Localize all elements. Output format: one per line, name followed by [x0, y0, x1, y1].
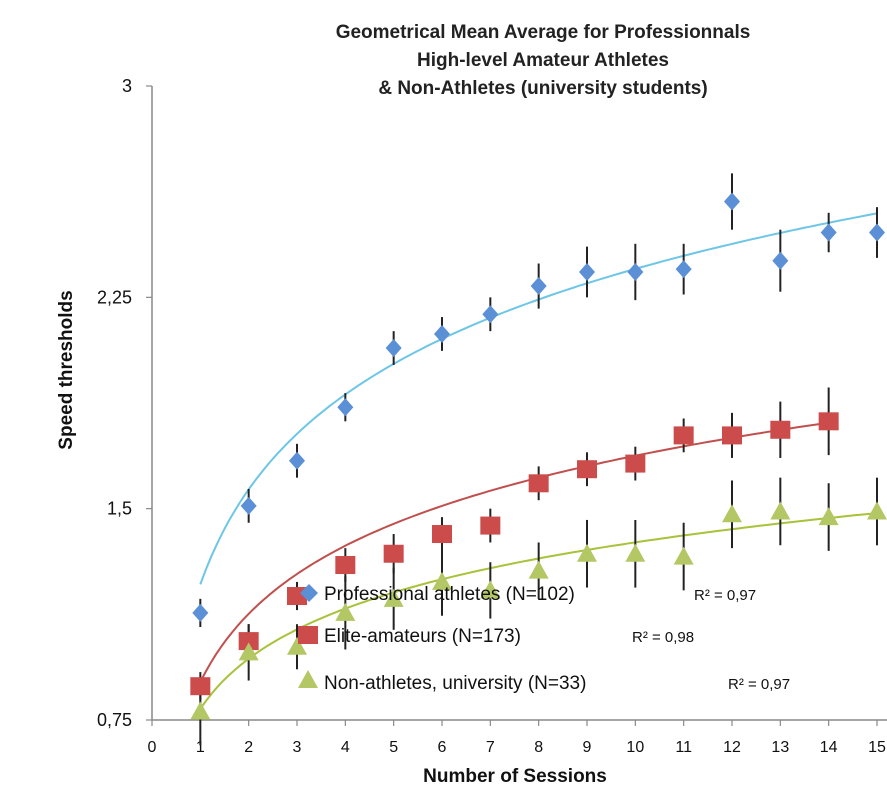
x-tick-label: 0	[148, 739, 157, 756]
legend-r2-nonathletes: R² = 0,97	[728, 676, 790, 693]
data-point-diamond	[337, 398, 354, 417]
chart-title-line-2: High-level Amateur Athletes	[417, 50, 669, 71]
y-tick-label: 0,75	[97, 710, 132, 730]
y-tick-label: 3	[122, 76, 132, 96]
data-point-triangle	[528, 560, 549, 579]
data-point-square	[335, 556, 356, 575]
legend: Professional athletes (N=102) R² = 0,97 …	[298, 584, 790, 694]
x-tick-label: 3	[293, 739, 302, 756]
data-point-square	[577, 460, 597, 479]
data-point-diamond	[530, 277, 547, 296]
data-point-triangle	[238, 642, 259, 661]
y-tick-label: 2,25	[97, 287, 132, 307]
x-tick-label: 9	[583, 739, 592, 756]
chart-title-line-3: & Non-Athletes (university students)	[378, 78, 707, 99]
data-point-diamond	[192, 603, 209, 622]
data-point-diamond	[579, 262, 595, 281]
data-point-triangle	[867, 501, 887, 520]
x-tick-label: 11	[675, 739, 692, 756]
y-axis-ticks: 0,75 1,5 2,25 3	[97, 76, 152, 730]
data-point-triangle	[480, 580, 501, 599]
x-tick-label: 7	[486, 739, 495, 756]
legend-marker-diamond	[300, 584, 318, 602]
data-point-triangle	[818, 507, 839, 526]
legend-label-nonathletes: Non-athletes, university (N=33)	[324, 673, 586, 694]
data-point-square	[722, 426, 742, 445]
x-axis-label: Number of Sessions	[423, 766, 607, 787]
data-point-square	[383, 544, 404, 563]
x-tick-label: 8	[534, 739, 543, 756]
data-point-square	[528, 474, 549, 493]
x-tick-label: 14	[820, 739, 838, 756]
data-point-triangle	[383, 588, 404, 607]
data-point-square	[818, 412, 839, 431]
data-point-triangle	[190, 701, 211, 720]
y-tick-label: 1,5	[107, 499, 132, 519]
legend-r2-professional: R² = 0,97	[694, 587, 756, 604]
x-tick-label: 2	[244, 739, 253, 756]
data-point-triangle	[673, 546, 694, 565]
data-point-triangle	[432, 571, 452, 590]
data-point-square	[238, 632, 259, 651]
data-point-diamond	[724, 192, 740, 211]
data-point-triangle	[335, 602, 356, 621]
data-point-square	[432, 525, 452, 544]
data-markers	[190, 192, 887, 720]
data-point-diamond	[627, 262, 644, 281]
data-point-triangle	[722, 504, 742, 523]
data-point-diamond	[820, 223, 837, 242]
data-point-triangle	[625, 543, 646, 562]
legend-marker-triangle	[298, 670, 318, 688]
x-tick-label: 5	[389, 739, 398, 756]
x-tick-label: 13	[771, 739, 789, 756]
data-point-triangle	[577, 543, 597, 562]
x-tick-label: 10	[626, 739, 644, 756]
data-point-square	[625, 454, 646, 473]
legend-label-professional: Professional athletes (N=102)	[324, 584, 575, 605]
data-point-triangle	[287, 636, 307, 655]
data-point-triangle	[770, 501, 791, 520]
x-tick-label: 1	[196, 739, 205, 756]
legend-marker-square	[298, 626, 318, 644]
data-point-diamond	[289, 451, 305, 470]
chart-title-line-1: Geometrical Mean Average for Professionn…	[336, 22, 751, 43]
x-tick-label: 6	[438, 739, 447, 756]
data-point-diamond	[772, 251, 789, 270]
data-point-square	[480, 516, 501, 535]
data-point-diamond	[675, 260, 692, 279]
data-point-diamond	[434, 324, 450, 343]
x-tick-label: 15	[868, 739, 886, 756]
data-point-diamond	[385, 339, 402, 358]
legend-r2-elite: R² = 0,98	[632, 629, 694, 646]
data-point-diamond	[240, 496, 257, 515]
y-axis-label: Speed thresholds	[56, 290, 77, 449]
legend-label-elite: Elite-amateurs (N=173)	[324, 626, 521, 647]
data-point-square	[190, 677, 211, 696]
x-tick-label: 4	[341, 739, 350, 756]
data-point-diamond	[482, 305, 499, 324]
data-point-diamond	[869, 223, 885, 242]
data-point-square	[673, 426, 694, 445]
x-tick-label: 12	[723, 739, 741, 756]
data-point-square	[770, 420, 791, 439]
x-axis-ticks: 0 1 2 3 4 5 6 7 8 9 10 11 12 13 14 15	[148, 720, 886, 756]
